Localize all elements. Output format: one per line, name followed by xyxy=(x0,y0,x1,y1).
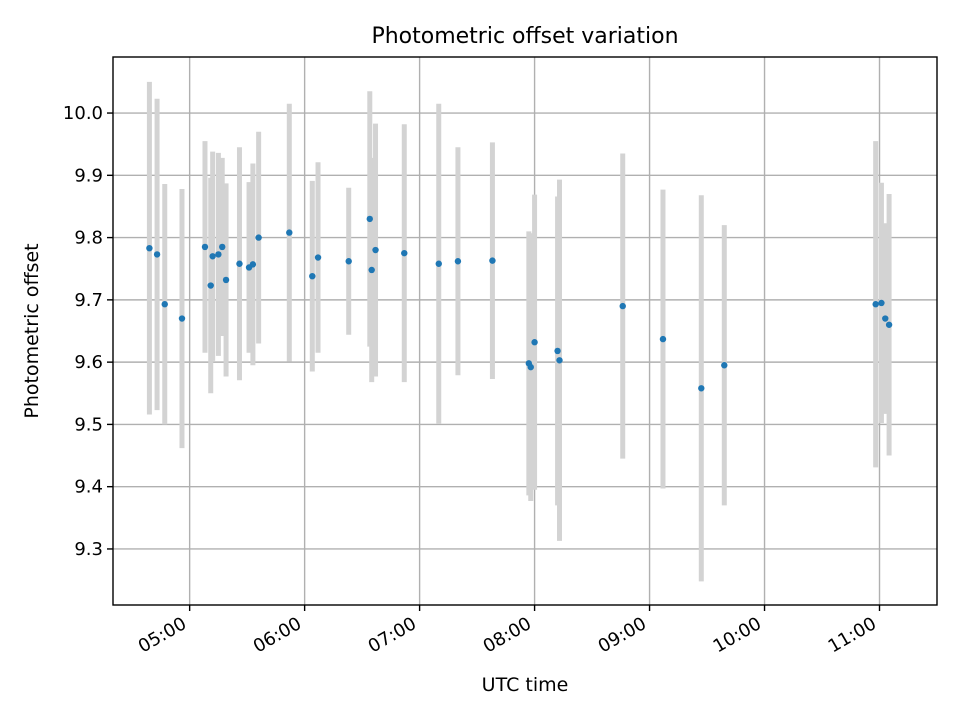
chart-title: Photometric offset variation xyxy=(371,24,678,49)
data-point xyxy=(721,362,728,369)
data-point xyxy=(222,276,230,284)
data-point xyxy=(314,254,322,261)
data-point xyxy=(178,315,186,322)
data-point xyxy=(345,258,352,265)
data-point xyxy=(454,258,462,265)
data-point xyxy=(286,229,293,236)
x-tick-label: 08:00 xyxy=(480,613,535,657)
data-point xyxy=(153,251,161,258)
data-points xyxy=(146,215,893,392)
plot-area xyxy=(112,56,938,606)
data-point xyxy=(556,357,563,364)
error-bars xyxy=(146,81,892,582)
data-point xyxy=(219,243,226,251)
data-point xyxy=(882,315,889,322)
data-point xyxy=(146,244,153,252)
data-point xyxy=(619,302,626,310)
data-point xyxy=(489,257,496,264)
y-tick-label: 9.5 xyxy=(74,414,103,435)
data-point xyxy=(698,385,705,392)
data-point xyxy=(878,299,885,307)
data-point xyxy=(659,335,667,343)
data-point xyxy=(531,339,538,346)
y-tick-label: 9.3 xyxy=(74,539,103,560)
x-tick-label: 10:00 xyxy=(710,613,765,657)
data-point xyxy=(255,234,262,241)
data-point xyxy=(215,251,222,258)
data-point xyxy=(366,215,373,223)
data-point xyxy=(368,266,375,274)
data-point xyxy=(435,260,442,267)
data-point xyxy=(554,347,561,355)
data-point xyxy=(885,321,893,328)
x-axis-label: UTC time xyxy=(482,674,569,696)
y-tick-label: 9.8 xyxy=(74,228,103,249)
data-point xyxy=(207,282,214,289)
grid xyxy=(113,57,937,605)
x-tick-label: 05:00 xyxy=(135,613,190,657)
ticks: 05:00 06:00 07:00 08:00 09:00 10:00 11:00 9.3 9.… xyxy=(63,103,881,657)
data-point xyxy=(527,363,534,371)
data-point xyxy=(201,243,209,251)
data-point xyxy=(209,253,216,260)
data-point xyxy=(372,246,379,254)
x-tick-label: 07:00 xyxy=(365,613,420,657)
data-point xyxy=(161,301,168,308)
y-tick-label: 9.9 xyxy=(74,165,103,186)
data-point xyxy=(309,273,316,280)
y-tick-label: 9.7 xyxy=(74,290,103,311)
x-tick-label: 11:00 xyxy=(825,613,880,657)
y-tick-label: 9.6 xyxy=(74,352,103,373)
data-point xyxy=(236,260,243,267)
y-tick-label: 9.4 xyxy=(74,477,103,498)
y-tick-label: 10.0 xyxy=(63,103,103,124)
data-point xyxy=(249,261,257,268)
y-axis-label: Photometric offset xyxy=(21,243,43,418)
x-tick-label: 09:00 xyxy=(595,613,650,657)
data-point xyxy=(401,249,408,257)
x-tick-label: 06:00 xyxy=(250,613,305,657)
data-point xyxy=(872,301,879,308)
